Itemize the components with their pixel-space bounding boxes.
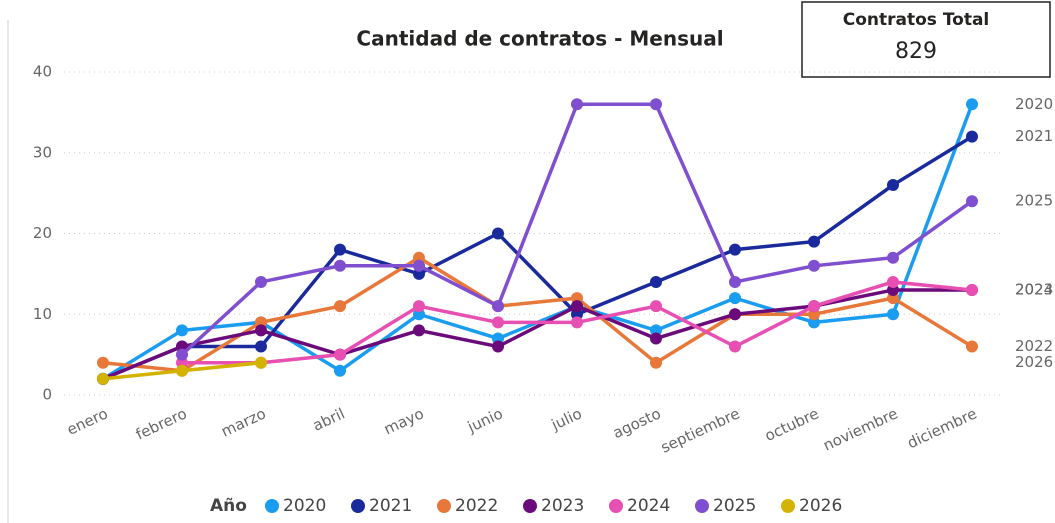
point <box>571 316 583 329</box>
point <box>887 179 899 192</box>
legend-label: 2025 <box>713 496 756 516</box>
series-line <box>102 135 973 381</box>
point <box>334 300 346 313</box>
point <box>887 308 899 321</box>
kpi-card <box>801 1 1051 78</box>
x-tick-label: mayo <box>381 404 427 438</box>
point <box>808 259 820 272</box>
point <box>571 98 583 111</box>
point <box>729 340 741 353</box>
legend-title: Año <box>210 496 247 516</box>
point <box>808 300 820 313</box>
x-tick-label: enero <box>64 404 111 438</box>
legend-swatch <box>695 499 709 513</box>
x-tick-label: junio <box>464 404 506 436</box>
legend-swatch <box>609 499 623 513</box>
point <box>176 324 188 337</box>
y-tick-label: 10 <box>33 305 52 323</box>
point <box>492 316 504 329</box>
point <box>97 356 109 369</box>
legend-swatch <box>437 499 451 513</box>
x-tick-label: marzo <box>218 404 268 440</box>
point <box>650 332 662 345</box>
legend-label: 2020 <box>283 496 326 516</box>
point <box>255 275 267 288</box>
point <box>413 300 425 313</box>
point <box>492 300 504 313</box>
point <box>887 275 899 288</box>
end-label: 2022 <box>1015 337 1053 355</box>
end-label: 2023 <box>1015 281 1053 299</box>
point <box>966 98 978 111</box>
point <box>97 372 109 385</box>
x-tick-label: febrero <box>133 404 190 443</box>
point <box>492 227 504 240</box>
end-label: 2021 <box>1015 127 1053 145</box>
point <box>650 300 662 313</box>
point <box>255 340 267 353</box>
point <box>966 195 978 208</box>
legend-label: 2026 <box>799 496 842 516</box>
x-tick-label: septiembre <box>658 404 743 456</box>
x-tick-label: agosto <box>610 404 664 442</box>
legend-label: 2022 <box>455 496 498 516</box>
y-tick-label: 30 <box>33 143 52 161</box>
point <box>729 292 741 305</box>
x-tick-label: diciembre <box>904 404 979 452</box>
point <box>413 324 425 337</box>
point <box>176 348 188 361</box>
x-tick-label: julio <box>548 404 585 434</box>
point <box>887 251 899 264</box>
point <box>966 340 978 353</box>
chart-title: Cantidad de contratos - Mensual <box>356 27 723 51</box>
point <box>571 300 583 313</box>
point <box>334 364 346 377</box>
point <box>334 259 346 272</box>
point <box>492 340 504 353</box>
legend-label: 2024 <box>627 496 670 516</box>
legend-swatch <box>523 499 537 513</box>
legend-label: 2021 <box>369 496 412 516</box>
point <box>808 235 820 248</box>
x-tick-label: noviembre <box>820 404 900 454</box>
point <box>966 284 978 297</box>
end-label: 2024 <box>1015 281 1053 299</box>
point <box>729 308 741 321</box>
x-tick-label: octubre <box>762 404 822 445</box>
y-tick-label: 0 <box>42 386 52 404</box>
y-tick-label: 20 <box>33 224 52 242</box>
end-label: 2025 <box>1015 192 1053 210</box>
point <box>255 356 267 369</box>
point <box>650 98 662 111</box>
legend-swatch <box>265 499 279 513</box>
card-title: Contratos Total <box>843 10 990 30</box>
legend-swatch <box>781 499 795 513</box>
point <box>650 275 662 288</box>
end-label: 2026 <box>1015 353 1053 371</box>
y-tick-label: 40 <box>33 63 52 81</box>
point <box>729 275 741 288</box>
legend-label: 2023 <box>541 496 584 516</box>
point <box>255 324 267 337</box>
point <box>176 364 188 377</box>
x-tick-label: abril <box>310 404 348 434</box>
legend-swatch <box>351 499 365 513</box>
point <box>334 243 346 256</box>
card-value: 829 <box>895 39 937 64</box>
series-line <box>102 255 973 373</box>
point <box>334 348 346 361</box>
point <box>413 259 425 272</box>
point <box>966 130 978 143</box>
point <box>650 356 662 369</box>
end-label: 2020 <box>1015 95 1053 113</box>
point <box>729 243 741 256</box>
